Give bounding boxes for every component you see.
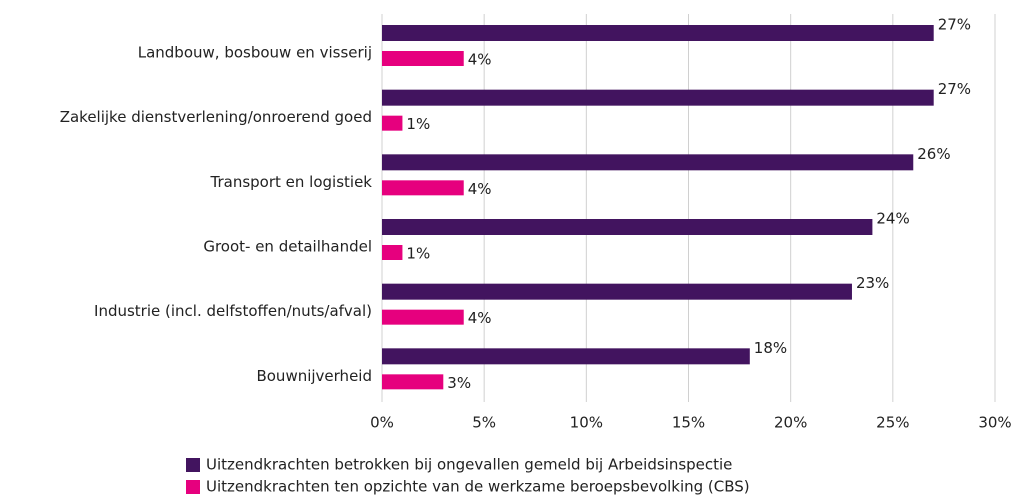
value-label: 23% [856,274,889,292]
bar [382,51,464,66]
legend-label: Uitzendkrachten betrokken bij ongevallen… [206,456,732,474]
category-label: Landbouw, bosbouw en visserij [138,44,372,62]
bar [382,25,934,41]
bar [382,309,464,325]
bar [382,115,403,131]
x-tick-label: 30% [978,414,1011,432]
legend-label: Uitzendkrachten ten opzichte van de werk… [206,478,750,496]
bar [382,89,934,106]
category-label: Industrie (incl. delfstoffen/nuts/afval) [94,302,372,320]
value-label: 4% [468,51,492,69]
bar [382,245,403,260]
x-tick-label: 25% [876,414,909,432]
value-label: 3% [447,374,471,392]
x-tick-label: 15% [672,414,705,432]
category-label: Groot- en detailhandel [203,238,372,256]
value-label: 18% [754,339,787,357]
value-label: 26% [917,145,950,163]
legend-swatch [186,458,200,472]
category-label: Transport en logistiek [210,173,373,191]
x-tick-label: 10% [570,414,603,432]
x-tick-label: 20% [774,414,807,432]
bar [382,180,464,196]
value-label: 1% [406,245,430,263]
bar [382,374,444,390]
value-label: 24% [876,210,909,228]
value-label: 27% [938,16,971,34]
x-tick-label: 0% [370,414,394,432]
category-label: Bouwnijverheid [256,367,372,385]
value-label: 27% [938,80,971,98]
bar [382,283,852,300]
bar [382,219,873,235]
bar [382,154,914,171]
value-label: 4% [468,180,492,198]
value-label: 1% [406,115,430,133]
legend-swatch [186,480,200,494]
x-tick-label: 5% [472,414,496,432]
category-label: Zakelijke dienstverlening/onroerend goed [60,108,372,126]
bar [382,348,750,365]
value-label: 4% [468,309,492,327]
